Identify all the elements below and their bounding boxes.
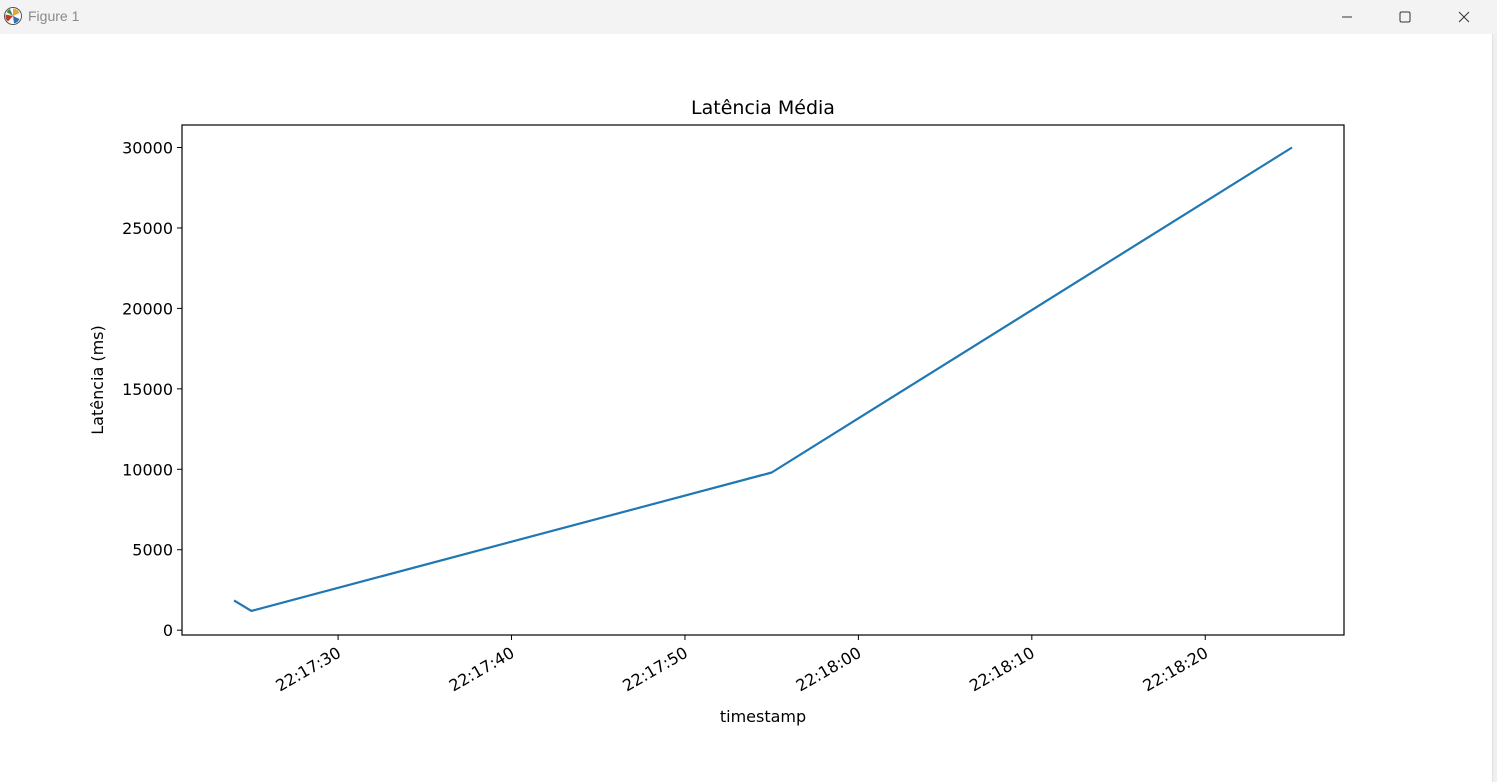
window-titlebar: Figure 1 (0, 0, 1497, 34)
window-title: Figure 1 (28, 8, 80, 24)
y-tick-label: 20000 (122, 299, 173, 318)
y-tick-label: 5000 (132, 541, 173, 560)
axes-frame (181, 124, 1345, 636)
maximize-icon (1399, 11, 1411, 23)
y-tick-label: 0 (163, 621, 173, 640)
y-tick-label: 30000 (122, 139, 173, 158)
x-tick-label: 22:18:10 (966, 643, 1038, 695)
y-tick-label: 15000 (122, 380, 173, 399)
minimize-icon (1342, 16, 1352, 18)
y-axis-label: Latência (ms) (88, 325, 107, 435)
chart-title: Latência Média (691, 97, 835, 119)
x-tick-label: 22:17:30 (272, 643, 344, 695)
x-axis-ticks: 22:17:30 22:17:40 22:17:50 22:18:00 22:18:10… (272, 635, 1211, 695)
close-icon (1458, 11, 1470, 23)
series-layer (233, 146, 1293, 613)
x-axis-label: timestamp (720, 707, 806, 726)
x-tick-label: 22:18:00 (793, 643, 865, 695)
x-tick-label: 22:17:50 (619, 643, 691, 695)
minimize-button[interactable] (1324, 0, 1370, 34)
y-axis-ticks: 0 5000 10000 15000 20000 25000 30000 (122, 139, 182, 640)
window-border (1492, 34, 1493, 782)
figure-canvas[interactable]: Latência Média 0 5000 10000 15000 20000 25000… (0, 34, 1490, 782)
x-tick-label: 22:18:20 (1140, 643, 1212, 695)
maximize-button[interactable] (1382, 0, 1428, 34)
matplotlib-icon (3, 6, 23, 26)
y-tick-label: 10000 (122, 460, 173, 479)
close-button[interactable] (1441, 0, 1487, 34)
x-tick-label: 22:17:40 (446, 643, 518, 695)
y-tick-label: 25000 (122, 219, 173, 238)
latency-series-line (233, 146, 1293, 613)
window-scroll-edge (1493, 34, 1497, 782)
